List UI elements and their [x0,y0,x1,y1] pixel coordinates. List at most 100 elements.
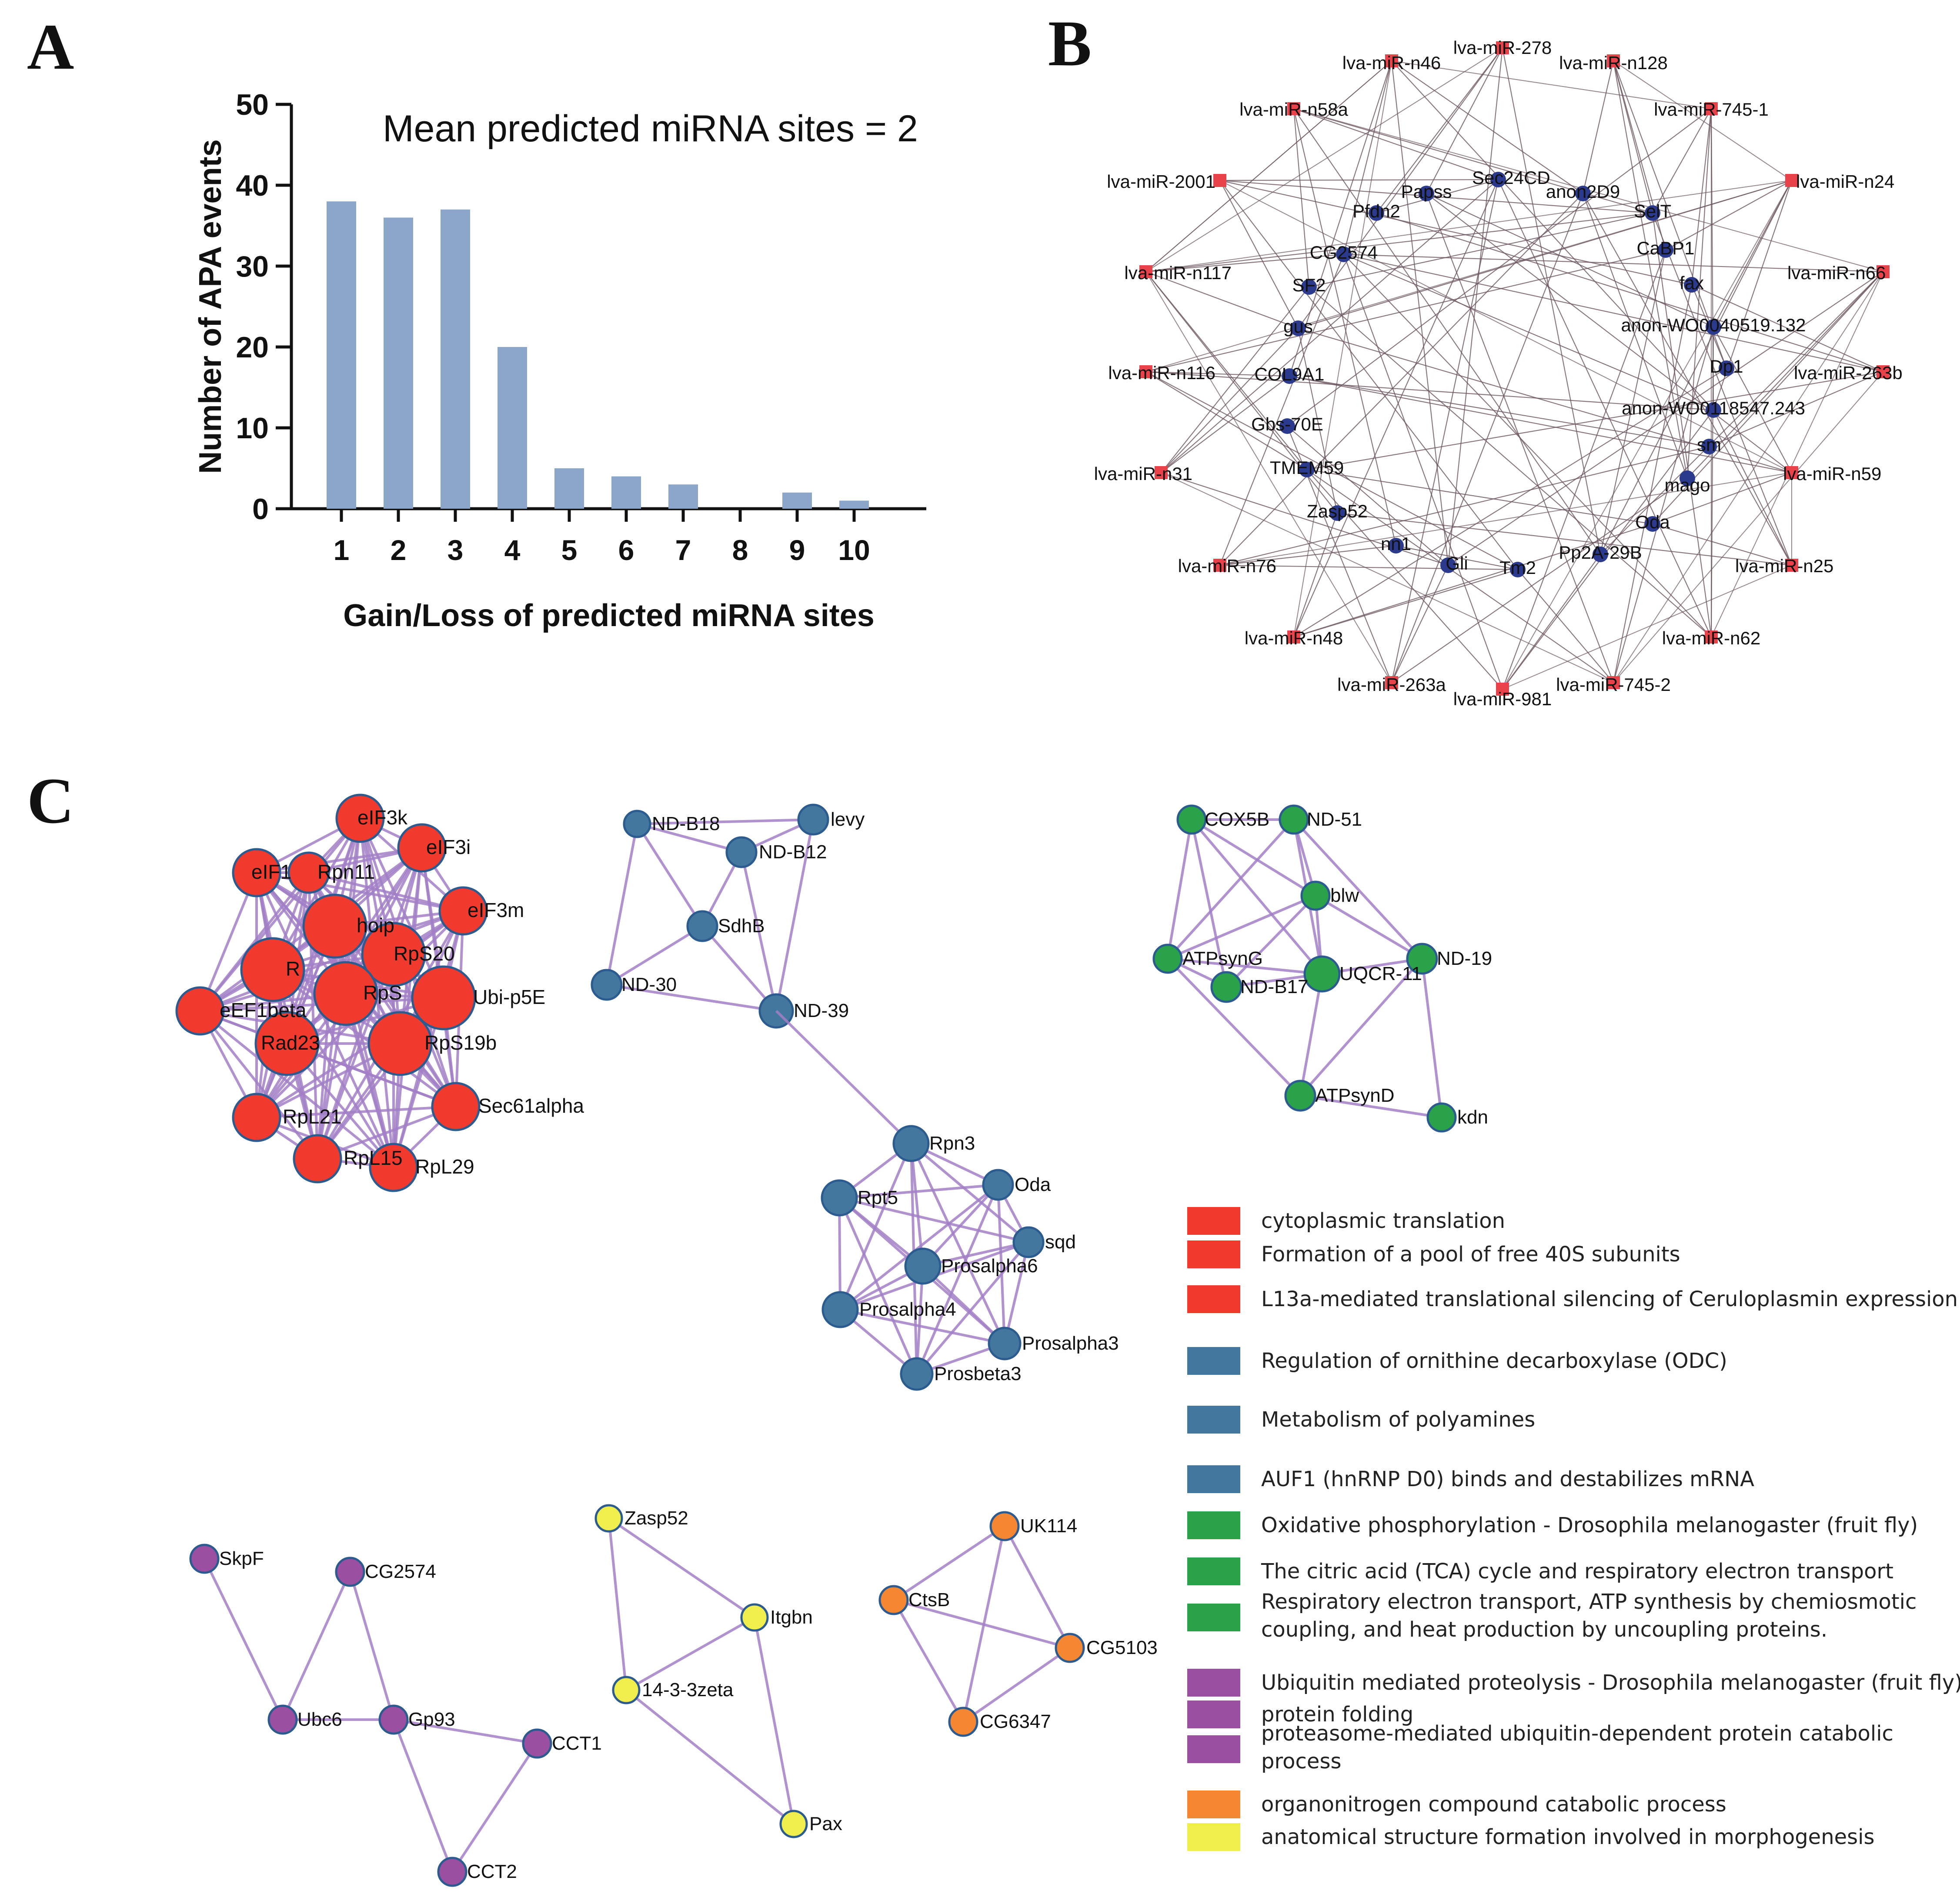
network-b-edge [1583,193,1688,479]
mirna-label: lva-miR-n76 [1178,556,1276,576]
ppi-node-RpL15 [293,1134,342,1184]
ppi-label: UQCR-11 [1339,963,1422,984]
network-b-edge [1289,375,1792,474]
gene-label: anon-WO0040519.132 [1621,315,1806,335]
network-b-edge [1709,371,1883,447]
mirna-node-lva-miR-n128 [1607,54,1620,67]
cluster-green: COX5B ND-51 blw ATPsynG ND-B17 UQCR-11 ND-19 AT… [1152,804,1492,1133]
ppi-node-Rpn11 [287,851,330,894]
cluster-yellow-edges [608,1517,795,1825]
ppi-label: eEF1beta [220,999,307,1021]
ppi-edge [637,818,814,825]
bar-5 [554,468,584,509]
gene-label: CG2574 [1310,242,1378,263]
ppi-label: Itgbn [770,1607,813,1628]
ppi-node-ATPsynG [1152,944,1183,974]
legend-label: The citric acid (TCA) cycle and respirat… [1261,1559,1893,1584]
network-b-edge [1161,376,1290,473]
ppi-label: Oda [1015,1174,1051,1195]
legend-label: Ubiquitin mediated proteolysis - Drosoph… [1261,1671,1960,1695]
network-b-edge [1691,284,1883,373]
gene-node-Tm2 [1510,562,1526,577]
ppi-label: ND-30 [621,974,677,995]
mirna-node-lva-miR-745-2 [1607,676,1620,689]
network-b-edge [1343,60,1392,255]
ppi-label: eIF3m [467,899,524,921]
ppi-label: RpL15 [344,1147,403,1169]
x-tick-label: 5 [561,534,578,566]
bar-6 [611,476,641,509]
ppi-label: Pax [809,1813,842,1834]
bar-7 [668,484,698,509]
cluster-yellow: Zasp52 Itgbn 14-3-3zeta Pax [594,1504,842,1838]
network-b-edge [1219,446,1710,566]
x-tick-label: 6 [618,534,634,566]
y-axis-title: Number of APA events [193,139,228,474]
network-b-edge [1502,180,1792,690]
ppi-label: CG6347 [980,1711,1051,1732]
network-b-edge [1426,47,1503,194]
network-b-edge [1426,193,1614,683]
ppi-node-Gp93 [378,1704,409,1735]
network-b-edge [1396,545,1518,570]
ppi-node-CCT2 [437,1857,467,1887]
gene-label: anon2D9 [1546,181,1620,202]
ppi-node-Rpn3 [892,1125,930,1162]
ppi-node-Rad23 [254,1011,320,1076]
ppi-edge [317,1105,457,1160]
x-tick-label: 9 [789,534,805,566]
network-b-edge [1391,565,1449,683]
bar-4 [498,347,527,509]
panel-letter-c: C [27,765,74,837]
ppi-edge [625,1689,795,1825]
network-b-edge [1652,472,1792,525]
network-b-edge [1293,523,1653,638]
network-b-edge [1145,371,1290,377]
mirna-node-lva-miR-n66 [1877,265,1890,278]
network-b-edge [1613,284,1693,683]
network-b-edge [1502,410,1714,690]
legend-item: Oxidative phosphorylation - Drosophila m… [1187,1511,1918,1539]
ppi-node-Zasp52 [594,1504,623,1533]
legend-item: Metabolism of polyamines [1187,1406,1535,1434]
ppi-edge [1166,957,1302,1097]
ppi-node-hoip [302,894,367,959]
mirna-label: lva-miR-n31 [1094,463,1192,484]
ppi-node-Rpt5 [821,1179,858,1217]
ppi-edge [839,1184,998,1199]
gene-node-fax [1684,277,1700,293]
bar-2 [384,217,413,509]
ppi-label: ND-B17 [1240,976,1309,997]
mirna-node-lva-miR-n58a [1287,102,1300,115]
gene-label: Zasp52 [1307,501,1368,521]
network-b-edge [1161,472,1614,683]
bar-1 [327,201,356,509]
ppi-edge [997,1184,1006,1344]
cluster-purple: SkpF CG2574 Ubc6 Gp93 CCT1 CCT2 [189,1544,602,1887]
legend-item: anatomical structure formation involved … [1187,1823,1875,1851]
network-b-edge [1293,108,1601,555]
network-b-edge [1447,47,1503,566]
ppi-node-UK114 [989,1511,1020,1541]
gene-label: Dp1 [1710,356,1743,377]
legend-swatch [1187,1285,1240,1313]
network-b-edge [1613,271,1883,683]
ppi-node-CCT1 [522,1728,552,1759]
ppi-node-Prosbeta3 [900,1357,934,1391]
network-b-edge [1343,254,1712,637]
legend-item: protein folding [1187,1701,1413,1728]
ppi-label: Rpt5 [858,1187,898,1208]
mirna-node-lva-miR-2001 [1213,174,1226,187]
ppi-edge [1003,1242,1030,1344]
legend-label: Metabolism of polyamines [1261,1407,1535,1432]
ppi-edge [281,1571,351,1721]
legend-item: Regulation of ornithine decarboxylase (O… [1187,1347,1727,1375]
ppi-node-RpL21 [232,1093,281,1142]
network-b-edge [1391,179,1499,683]
ppi-edge [637,823,742,854]
network-b-edge [1600,180,1792,555]
ppi-edge [256,1105,456,1119]
ppi-edge [608,1517,755,1619]
gene-label: fax [1680,273,1704,293]
